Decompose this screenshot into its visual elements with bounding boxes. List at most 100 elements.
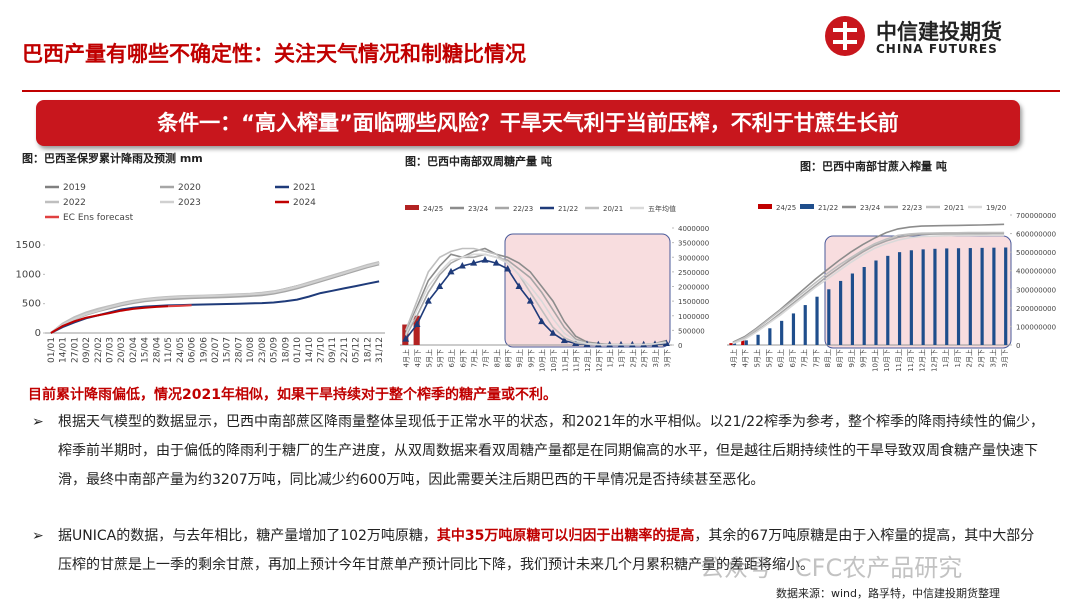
- bar: [956, 248, 961, 345]
- x-tick-label: 6月上: [776, 349, 785, 367]
- x-tick-label: 10月下: [550, 349, 558, 372]
- x-tick-label: 4月下: [742, 349, 750, 367]
- x-tick-label: 28/04: [152, 337, 162, 363]
- legend-label: 2023: [178, 198, 201, 208]
- x-tick-label: 7月上: [800, 349, 809, 367]
- marker: [458, 262, 466, 269]
- x-tick-label: 27/01: [70, 337, 80, 363]
- series-line: [404, 253, 667, 346]
- logo-en: CHINA FUTURES: [876, 42, 998, 56]
- legend-label: 2022: [63, 198, 86, 208]
- y-tick-label: 1000000: [678, 313, 709, 321]
- x-tick-label: 12月下: [595, 349, 603, 372]
- y-tick-label: 4000000: [678, 225, 709, 233]
- x-tick-label: 10月上: [870, 349, 879, 372]
- source: 数据来源：wind，路孚特，中信建投期货整理: [775, 587, 1000, 600]
- marker: [413, 320, 421, 328]
- x-tick-label: 2月上: [628, 349, 637, 367]
- marker: [402, 335, 410, 342]
- y-tick-label: 3500000: [678, 240, 709, 248]
- x-tick-label: 3月上: [988, 349, 997, 367]
- x-tick-label: 4月上: [402, 349, 411, 367]
- legend-label: 21/22: [558, 205, 578, 213]
- x-tick-label: 24/05: [176, 337, 186, 363]
- bar: [827, 289, 831, 345]
- legend-label: 20/21: [603, 205, 623, 213]
- bar: [791, 313, 796, 345]
- series-line: [732, 234, 1005, 345]
- series-line: [732, 231, 1005, 344]
- bar: [803, 305, 807, 345]
- y-tick-label: 600000000: [1016, 231, 1056, 239]
- x-tick-label: 4月上: [729, 349, 738, 367]
- x-tick-label: 18/12: [363, 337, 373, 363]
- x-tick-label: 14/10: [305, 337, 315, 363]
- x-tick-label: 12月上: [918, 349, 927, 372]
- legend-label: 20/21: [944, 204, 964, 212]
- x-tick-label: 12月下: [930, 349, 938, 372]
- x-tick-label: 3月上: [651, 349, 660, 367]
- legend-swatch: [758, 204, 772, 209]
- legend-label: 2021: [293, 183, 316, 193]
- x-tick-label: 10月下: [883, 349, 891, 372]
- x-tick-label: 3月下: [663, 349, 671, 367]
- logo-icon: [825, 16, 865, 56]
- legend-label: 2020: [178, 183, 201, 193]
- marker: [538, 317, 546, 325]
- slide-title: 巴西产量有哪些不确定性：关注天气情况和制糖比情况: [22, 42, 526, 66]
- bar: [945, 248, 949, 345]
- highlight-box: [504, 233, 671, 348]
- watermark: 公众号 · CFC农产品研究: [700, 554, 963, 582]
- bar: [921, 249, 925, 345]
- x-tick-label: 11/05: [164, 337, 174, 363]
- y-tick-label: 0: [678, 342, 682, 350]
- x-tick-label: 22/02: [94, 337, 104, 363]
- y-tick-label: 200000000: [1016, 305, 1056, 313]
- x-tick-label: 09/11: [328, 337, 338, 363]
- bar: [744, 340, 748, 345]
- bar: [756, 334, 760, 345]
- bar: [741, 340, 745, 345]
- bar: [1004, 247, 1008, 345]
- bar: [886, 255, 890, 345]
- x-tick-label: 7月下: [812, 349, 820, 367]
- x-tick-label: 1月下: [954, 349, 962, 367]
- y-tick-label: 300000000: [1016, 286, 1056, 294]
- legend-label: 24/25: [423, 205, 443, 213]
- x-tick-label: 3月下: [1001, 349, 1009, 367]
- legend-label: 五年均值: [648, 204, 676, 213]
- x-tick-label: 22/11: [340, 337, 350, 363]
- bar: [780, 320, 784, 345]
- y-tick-label: 1500: [16, 240, 41, 251]
- x-tick-label: 9月上: [515, 349, 524, 367]
- x-tick-label: 8月下: [836, 349, 844, 367]
- legend-label: 19/20: [986, 204, 1006, 212]
- x-tick-label: 10/08: [246, 337, 256, 363]
- highlight-box: [824, 235, 1012, 349]
- banner: 条件一：“高入榨量”面临哪些风险？干旱天气利于当前压榨，不利于甘蔗生长前: [36, 100, 1020, 146]
- series-line: [50, 305, 169, 334]
- x-tick-label: 01/10: [293, 337, 303, 363]
- marker: [481, 256, 489, 263]
- x-tick-label: 4月下: [414, 349, 422, 367]
- legend-label: 24/25: [776, 204, 796, 212]
- legend-label: 2019: [63, 183, 86, 193]
- marker: [526, 297, 534, 304]
- x-tick-label: 6月下: [459, 349, 467, 367]
- chart-title: 图：巴西圣保罗累计降雨及预测 mm: [22, 151, 203, 165]
- legend-label: 23/24: [468, 205, 489, 213]
- bar: [992, 247, 996, 345]
- x-tick-label: 05/12: [352, 337, 362, 363]
- x-tick-label: 10月上: [538, 349, 547, 372]
- x-tick-label: 8月上: [492, 349, 501, 367]
- legend-label: 23/24: [860, 204, 881, 212]
- y-tick-label: 1500000: [678, 298, 709, 306]
- x-tick-label: 11月上: [894, 349, 903, 372]
- bar: [909, 250, 913, 345]
- x-tick-label: 28/07: [234, 337, 244, 363]
- marker: [515, 282, 523, 289]
- x-tick-label: 2月上: [965, 349, 974, 367]
- legend-label: EC Ens forecast: [63, 213, 134, 223]
- marker: [470, 259, 478, 266]
